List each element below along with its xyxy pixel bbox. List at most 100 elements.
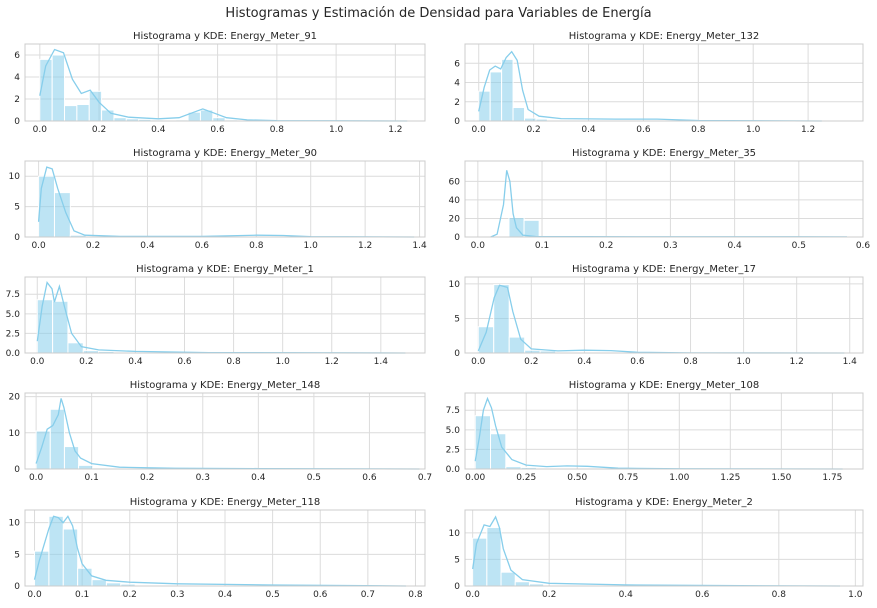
kde-line	[33, 515, 407, 587]
x-tick-label: 0.6	[856, 241, 871, 251]
x-tick-label: 0.7	[418, 473, 432, 483]
x-tick-label: 0.8	[249, 241, 264, 251]
x-tick-label: 0.2	[123, 590, 137, 600]
x-tick-label: 0.0	[27, 590, 42, 600]
axes-frame	[464, 276, 864, 354]
x-tick-label: 0.8	[270, 125, 285, 135]
axes-frame	[24, 392, 426, 470]
x-tick-label: 1.0	[276, 357, 291, 367]
axes-frame	[24, 509, 426, 587]
histogram-bar	[78, 464, 94, 470]
y-tick-label: 10	[9, 429, 21, 439]
y-tick-label: 0	[454, 233, 460, 243]
x-tick-label: 0.2	[524, 357, 538, 367]
histogram-bar	[501, 58, 514, 122]
y-tick-label: 20	[9, 393, 21, 403]
x-tick-label: 0.0	[33, 125, 48, 135]
axes-frame	[464, 160, 864, 238]
x-tick-label: 0.2	[140, 473, 154, 483]
subplot-2: Histograma y KDE: Energy_Meter_132 0.0 0.2…	[454, 31, 864, 135]
y-tick-label: 10	[449, 529, 461, 539]
y-tick-label: 7.5	[6, 290, 20, 300]
histogram-bar	[88, 90, 103, 122]
x-tick-label: 0.2	[86, 241, 100, 251]
x-tick-label: 0.6	[210, 125, 225, 135]
x-tick-label: 1.4	[374, 357, 389, 367]
kde-line	[35, 398, 420, 470]
kde-line	[37, 166, 415, 238]
x-tick-label: 0.3	[170, 590, 184, 600]
x-tick-label: 1.0	[736, 357, 751, 367]
y-tick-label: 0	[454, 582, 460, 592]
y-tick-label: 0	[454, 349, 460, 359]
x-tick-label: 0.6	[362, 473, 377, 483]
subplot-10: Histograma y KDE: Energy_Meter_2 0.0 0.2 0.…	[449, 497, 864, 600]
y-tick-label: 2.5	[6, 329, 20, 339]
y-tick-label: 7.5	[446, 406, 460, 416]
y-tick-label: 6	[454, 59, 460, 69]
subplot-title: Histograma y KDE: Energy_Meter_1	[136, 264, 314, 275]
x-tick-label: 0.7	[361, 590, 375, 600]
axes-frame	[24, 276, 426, 354]
y-tick-label: 0.0	[446, 465, 461, 475]
histogram-bar	[35, 430, 51, 470]
y-tick-label: 40	[449, 196, 461, 206]
axes-frame	[24, 43, 426, 122]
histogram-bar	[53, 192, 71, 238]
figure-title: Histogramas y Estimación de Densidad par…	[225, 6, 652, 21]
x-tick-label: 0.4	[140, 241, 155, 251]
y-tick-label: 10	[9, 519, 21, 529]
y-tick-label: 6	[14, 51, 20, 61]
x-tick-label: 0.4	[581, 125, 596, 135]
x-tick-label: 1.75	[822, 473, 842, 483]
y-tick-label: 10	[9, 172, 21, 182]
x-tick-label: 1.2	[325, 357, 339, 367]
x-tick-label: 1.50	[771, 473, 791, 483]
subplot-7: Histograma y KDE: Energy_Meter_148 0.0 0.1…	[9, 380, 433, 483]
x-tick-label: 0.8	[226, 357, 241, 367]
x-tick-label: 0.0	[30, 357, 45, 367]
x-tick-label: 0.0	[29, 473, 44, 483]
y-tick-label: 5	[454, 555, 460, 565]
x-tick-label: 0.4	[619, 590, 634, 600]
x-tick-label: 0.8	[683, 357, 698, 367]
kde-line	[478, 50, 822, 122]
y-tick-label: 5	[14, 550, 20, 560]
histogram-bar	[472, 537, 488, 587]
x-tick-label: 0.6	[195, 241, 210, 251]
x-tick-label: 1.0	[848, 590, 863, 600]
histogram-bar	[474, 415, 492, 470]
subplot-title: Histograma y KDE: Energy_Meter_148	[130, 380, 320, 391]
x-tick-label: 0.4	[151, 125, 166, 135]
histogram-bar	[39, 58, 53, 122]
x-tick-label: 0.1	[85, 473, 99, 483]
histogram-bar	[101, 109, 115, 122]
histogram-bar	[500, 571, 516, 587]
x-tick-label: 0.6	[636, 125, 651, 135]
x-tick-label: 0.50	[567, 473, 587, 483]
x-tick-label: 0.0	[471, 357, 486, 367]
x-tick-label: 0.2	[542, 590, 556, 600]
y-tick-label: 5	[454, 314, 460, 324]
subplot-1: Histograma y KDE: Energy_Meter_91 0.0 0.2 0…	[14, 31, 426, 135]
x-tick-label: 0.2	[92, 125, 106, 135]
x-tick-label: 0.3	[196, 473, 210, 483]
x-tick-label: 1.0	[304, 241, 319, 251]
x-tick-label: 0.6	[313, 590, 328, 600]
y-tick-label: 20	[449, 214, 461, 224]
subplot-title: Histograma y KDE: Energy_Meter_91	[133, 31, 317, 42]
kde-line	[474, 396, 843, 470]
x-tick-label: 0.6	[630, 357, 645, 367]
y-tick-label: 0	[14, 465, 20, 475]
histogram-bar	[489, 71, 503, 122]
histogram-bar	[514, 581, 530, 587]
x-tick-label: 0.3	[663, 241, 677, 251]
x-tick-label: 0.5	[265, 590, 279, 600]
x-tick-label: 0.0	[31, 241, 46, 251]
histogram-bar	[523, 219, 540, 238]
subplot-title: Histograma y KDE: Energy_Meter_35	[572, 148, 756, 159]
subplot-title: Histograma y KDE: Energy_Meter_17	[572, 264, 756, 275]
subplot-6: Histograma y KDE: Energy_Meter_17 0.0 0.2 0…	[449, 264, 864, 367]
x-tick-label: 0.00	[465, 473, 485, 483]
subplot-title: Histograma y KDE: Energy_Meter_118	[130, 497, 320, 508]
